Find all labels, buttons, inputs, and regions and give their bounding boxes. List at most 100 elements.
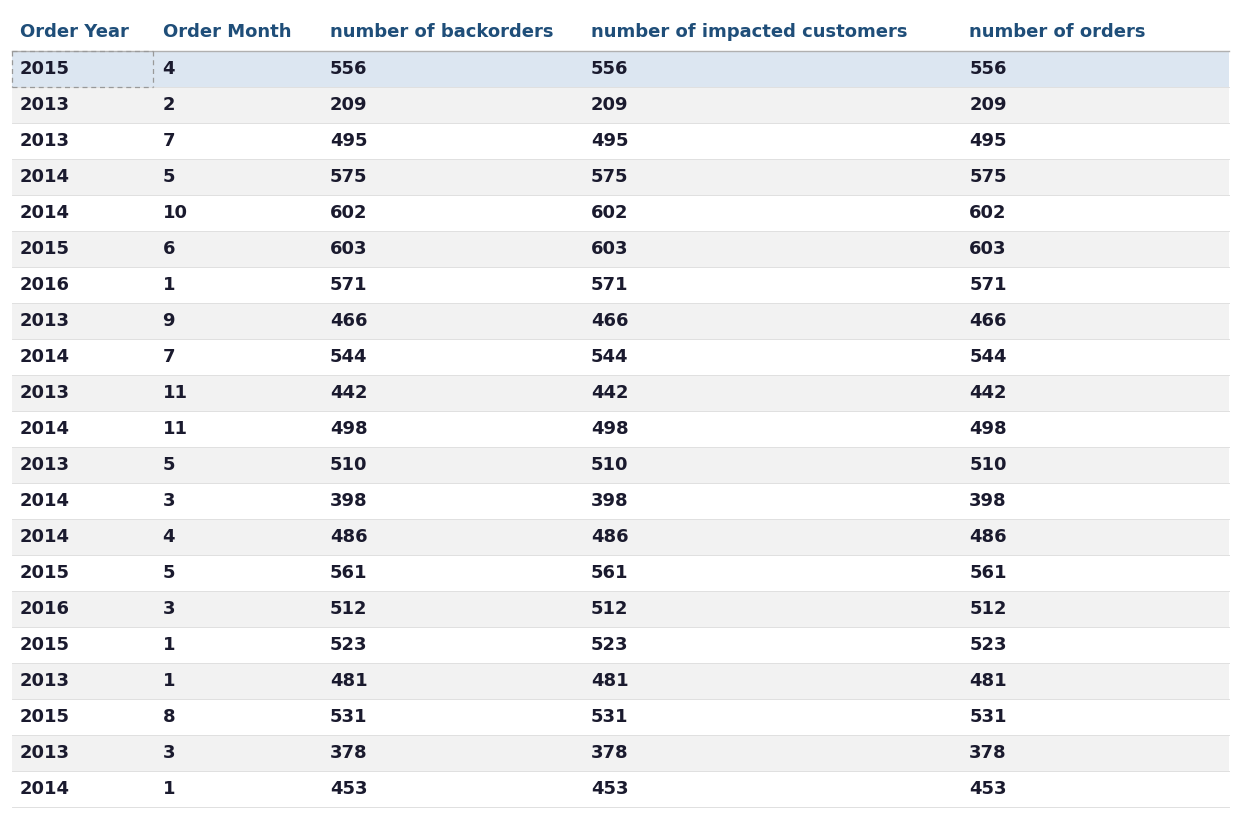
- Text: 4: 4: [163, 60, 175, 78]
- Text: 398: 398: [330, 492, 367, 510]
- Text: 561: 561: [591, 564, 628, 582]
- Text: 442: 442: [591, 384, 628, 402]
- Text: 571: 571: [330, 276, 367, 294]
- Bar: [12, 771, 1229, 807]
- Text: 11: 11: [163, 420, 187, 438]
- Text: 453: 453: [969, 780, 1006, 798]
- Text: 544: 544: [330, 348, 367, 366]
- Text: 512: 512: [969, 600, 1006, 618]
- Text: 510: 510: [969, 456, 1006, 474]
- Text: 2014: 2014: [20, 780, 69, 798]
- Text: 2013: 2013: [20, 672, 69, 690]
- Text: 2015: 2015: [20, 636, 69, 654]
- Text: 602: 602: [591, 205, 628, 222]
- Bar: [12, 231, 1229, 267]
- Text: 2013: 2013: [20, 132, 69, 150]
- Bar: [12, 555, 1229, 591]
- Bar: [12, 375, 1229, 411]
- Text: 1: 1: [163, 636, 175, 654]
- Text: 603: 603: [330, 240, 367, 258]
- Text: 2014: 2014: [20, 205, 69, 222]
- Text: 561: 561: [969, 564, 1006, 582]
- Text: 8: 8: [163, 708, 175, 726]
- Bar: [12, 123, 1229, 159]
- Text: 11: 11: [163, 384, 187, 402]
- Text: 398: 398: [969, 492, 1006, 510]
- Text: 2015: 2015: [20, 60, 69, 78]
- Bar: [12, 303, 1229, 339]
- Text: 556: 556: [969, 60, 1006, 78]
- Text: 531: 531: [969, 708, 1006, 726]
- Text: 453: 453: [591, 780, 628, 798]
- Text: 5: 5: [163, 564, 175, 582]
- Text: 523: 523: [330, 636, 367, 654]
- Text: 7: 7: [163, 348, 175, 366]
- Text: 466: 466: [591, 312, 628, 330]
- Text: 486: 486: [330, 528, 367, 546]
- Text: 575: 575: [969, 168, 1006, 187]
- Text: 378: 378: [969, 744, 1006, 762]
- Text: 5: 5: [163, 456, 175, 474]
- Text: 2015: 2015: [20, 240, 69, 258]
- Text: 556: 556: [330, 60, 367, 78]
- Text: 442: 442: [969, 384, 1006, 402]
- Text: 2014: 2014: [20, 168, 69, 187]
- Text: 602: 602: [330, 205, 367, 222]
- Text: 481: 481: [330, 672, 367, 690]
- Text: 398: 398: [591, 492, 628, 510]
- Text: 603: 603: [969, 240, 1006, 258]
- Text: 2013: 2013: [20, 312, 69, 330]
- Text: 6: 6: [163, 240, 175, 258]
- Bar: [12, 447, 1229, 483]
- Text: 9: 9: [163, 312, 175, 330]
- Text: 2013: 2013: [20, 384, 69, 402]
- Bar: [12, 411, 1229, 447]
- Text: 556: 556: [591, 60, 628, 78]
- Text: 510: 510: [591, 456, 628, 474]
- Bar: [12, 627, 1229, 663]
- Bar: [12, 483, 1229, 519]
- Text: 2014: 2014: [20, 528, 69, 546]
- Text: 498: 498: [591, 420, 628, 438]
- Text: 481: 481: [591, 672, 628, 690]
- Text: 7: 7: [163, 132, 175, 150]
- Bar: [12, 519, 1229, 555]
- Text: 378: 378: [591, 744, 628, 762]
- Bar: [12, 159, 1229, 196]
- Text: 571: 571: [969, 276, 1006, 294]
- Text: 5: 5: [163, 168, 175, 187]
- Text: 442: 442: [330, 384, 367, 402]
- Bar: [12, 51, 1229, 87]
- Bar: [12, 196, 1229, 231]
- Text: 466: 466: [330, 312, 367, 330]
- Bar: [12, 339, 1229, 375]
- Text: 3: 3: [163, 492, 175, 510]
- Text: 10: 10: [163, 205, 187, 222]
- Text: 523: 523: [969, 636, 1006, 654]
- Text: 486: 486: [969, 528, 1006, 546]
- Text: number of backorders: number of backorders: [330, 23, 553, 41]
- Text: 2015: 2015: [20, 564, 69, 582]
- Text: 1: 1: [163, 276, 175, 294]
- Text: 531: 531: [330, 708, 367, 726]
- Text: 2015: 2015: [20, 708, 69, 726]
- Bar: [12, 591, 1229, 627]
- Text: 486: 486: [591, 528, 628, 546]
- Text: 512: 512: [591, 600, 628, 618]
- Text: 544: 544: [591, 348, 628, 366]
- Text: Order Year: Order Year: [20, 23, 129, 41]
- Text: 561: 561: [330, 564, 367, 582]
- Bar: [12, 267, 1229, 303]
- Text: 603: 603: [591, 240, 628, 258]
- Text: 209: 209: [591, 96, 628, 114]
- Text: 498: 498: [330, 420, 367, 438]
- Text: 510: 510: [330, 456, 367, 474]
- Text: 2014: 2014: [20, 420, 69, 438]
- Text: Order Month: Order Month: [163, 23, 292, 41]
- Text: number of impacted customers: number of impacted customers: [591, 23, 907, 41]
- Text: 2014: 2014: [20, 492, 69, 510]
- Text: 3: 3: [163, 744, 175, 762]
- Text: 453: 453: [330, 780, 367, 798]
- Text: 531: 531: [591, 708, 628, 726]
- Text: 523: 523: [591, 636, 628, 654]
